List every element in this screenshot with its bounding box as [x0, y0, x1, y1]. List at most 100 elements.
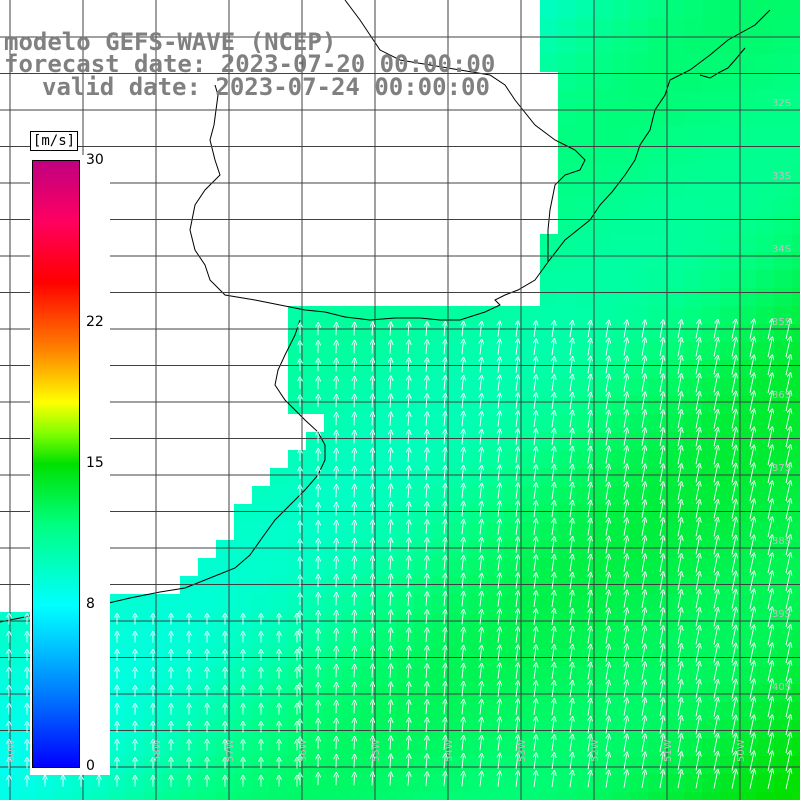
wind-arrow [498, 593, 500, 607]
wind-arrow [588, 719, 590, 734]
wind-arrow [749, 501, 754, 519]
wind-arrow [570, 593, 572, 608]
wind-arrow [713, 718, 717, 735]
wind-arrow [588, 557, 590, 572]
wind-arrow [695, 340, 699, 357]
wind-arrow [480, 576, 482, 589]
wind-arrow [444, 486, 445, 499]
wind-arrow [606, 610, 609, 626]
wind-arrow [749, 483, 754, 501]
wind-arrow [695, 466, 699, 483]
wind-arrow [713, 646, 717, 663]
wind-arrow [713, 520, 717, 537]
wind-arrow [426, 324, 427, 337]
wind-arrow [695, 358, 699, 375]
wind-arrow [695, 520, 699, 537]
wind-arrow [462, 522, 463, 535]
wind-arrow [659, 412, 663, 429]
wind-arrow [372, 504, 373, 516]
wind-arrow [408, 522, 409, 534]
colorbar-tick-label: 15 [86, 455, 104, 471]
colorbar-tick-label: 8 [86, 596, 95, 613]
wind-arrow [695, 574, 699, 591]
wind-arrow [444, 504, 445, 517]
wind-arrow [623, 322, 627, 338]
wind-arrow [713, 484, 717, 501]
wind-arrow [372, 774, 373, 786]
latitude-label: 39S [772, 609, 791, 620]
wind-arrow [731, 501, 736, 519]
wind-arrow [749, 321, 754, 339]
latitude-label: 35S [772, 317, 791, 328]
wind-arrow [606, 700, 609, 716]
wind-arrow [588, 683, 590, 698]
colorbar-gradient [32, 160, 80, 768]
wind-arrow [372, 738, 373, 750]
wind-arrow [677, 430, 681, 447]
wind-arrow [677, 466, 681, 483]
wind-arrow [516, 701, 518, 715]
wind-arrow [480, 342, 482, 355]
wind-arrow [516, 611, 518, 625]
wind-arrow [390, 612, 391, 624]
wind-arrow [498, 575, 500, 589]
wind-arrow [677, 538, 681, 555]
wind-arrow [695, 754, 699, 771]
wind-arrow [516, 719, 518, 733]
wind-arrow [462, 504, 463, 517]
wind-arrow [444, 630, 445, 643]
wind-arrow [606, 772, 609, 788]
wind-arrow [785, 501, 790, 520]
wind-arrow [623, 592, 627, 608]
wind-arrow [677, 502, 681, 519]
longitude-label: 52W [590, 739, 601, 762]
wind-arrow [444, 414, 445, 427]
wind-arrow [516, 521, 518, 535]
wind-arrow [785, 573, 790, 592]
wind-arrow [767, 663, 772, 681]
wind-arrow [606, 466, 609, 482]
wind-arrow [426, 396, 427, 409]
wind-arrow [372, 378, 373, 390]
longitude-label: 53W [517, 739, 528, 762]
wind-arrow [767, 609, 772, 627]
wind-arrow [731, 357, 736, 375]
wind-arrow [767, 375, 772, 393]
wind-arrow [588, 323, 590, 338]
wind-arrow [498, 557, 500, 571]
wind-arrow [623, 574, 627, 590]
wind-arrow [659, 340, 663, 357]
wind-arrow [659, 430, 663, 447]
longitude-label: 58W [152, 739, 163, 762]
coastline [0, 0, 771, 623]
wind-arrow [552, 773, 554, 788]
wind-arrow [641, 466, 645, 482]
wind-arrow [785, 555, 790, 574]
wind-arrow [695, 376, 699, 393]
wind-arrow [516, 647, 518, 661]
wind-arrow [641, 664, 645, 680]
wind-arrow [588, 449, 590, 464]
wind-arrow [372, 324, 373, 336]
wind-arrow [588, 755, 590, 770]
wind-arrow [480, 756, 482, 769]
wind-arrow [534, 413, 536, 428]
wind-arrow [390, 558, 391, 570]
wind-arrow [767, 753, 772, 771]
wind-arrow [785, 537, 790, 556]
wind-arrow [623, 718, 627, 734]
wind-arrow [444, 558, 445, 571]
wind-arrow [516, 737, 518, 751]
wind-arrow [534, 575, 536, 590]
wind-arrow [390, 666, 391, 678]
wind-arrow [408, 396, 409, 408]
wind-arrow [408, 540, 409, 552]
wind-arrow [408, 720, 409, 732]
wind-arrow [570, 431, 572, 446]
colorbar-legend: 30 22 15 8 0 [30, 153, 110, 775]
wind-arrow [749, 717, 754, 735]
wind-arrow [695, 448, 699, 465]
wind-arrow [534, 359, 536, 374]
wind-arrow [606, 646, 609, 662]
wind-arrow [516, 629, 518, 643]
